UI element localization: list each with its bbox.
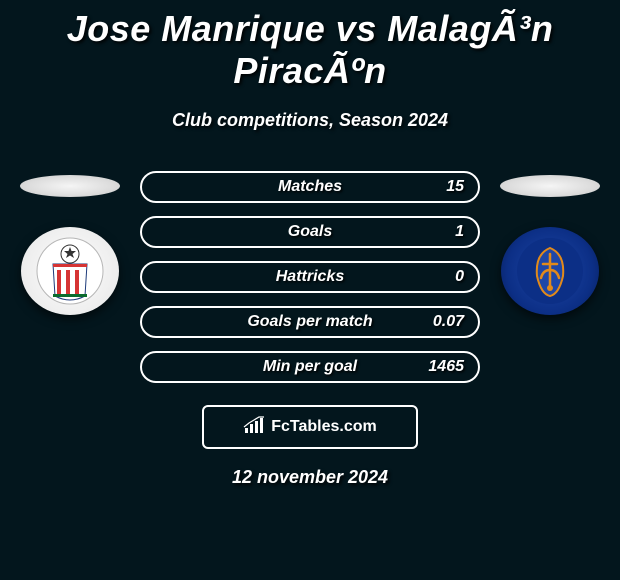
page-title: Jose Manrique vs MalagÃ³n PiracÃºn	[0, 0, 620, 92]
stat-value: 1	[455, 223, 464, 241]
stat-row-goals-per-match: Goals per match 0.07	[140, 306, 480, 338]
stats-column: Matches 15 Goals 1 Hattricks 0 Goals per…	[140, 171, 480, 383]
stat-row-min-per-goal: Min per goal 1465	[140, 351, 480, 383]
brand-box[interactable]: FcTables.com	[202, 405, 418, 449]
club-badge-right	[501, 227, 599, 315]
stat-value: 0.07	[433, 313, 464, 331]
stat-label: Goals per match	[247, 313, 372, 331]
stat-value: 1465	[428, 358, 464, 376]
stat-label: Min per goal	[263, 358, 357, 376]
stat-row-matches: Matches 15	[140, 171, 480, 203]
comparison-container: Matches 15 Goals 1 Hattricks 0 Goals per…	[0, 171, 620, 383]
stat-value: 15	[446, 178, 464, 196]
stat-row-goals: Goals 1	[140, 216, 480, 248]
stat-label: Goals	[288, 223, 332, 241]
player-right-column	[500, 171, 600, 315]
player-left-column	[20, 171, 120, 315]
subtitle: Club competitions, Season 2024	[0, 110, 620, 131]
player-right-photo	[500, 175, 600, 197]
club-badge-left	[21, 227, 119, 315]
stat-label: Hattricks	[276, 268, 344, 286]
stat-label: Matches	[278, 178, 342, 196]
date-text: 12 november 2024	[0, 467, 620, 488]
player-left-photo	[20, 175, 120, 197]
stat-row-hattricks: Hattricks 0	[140, 261, 480, 293]
brand-text: FcTables.com	[271, 418, 377, 436]
bar-chart-icon	[243, 416, 265, 439]
club-crest-right-icon	[515, 236, 585, 306]
stat-value: 0	[455, 268, 464, 286]
club-crest-left-icon	[35, 236, 105, 306]
